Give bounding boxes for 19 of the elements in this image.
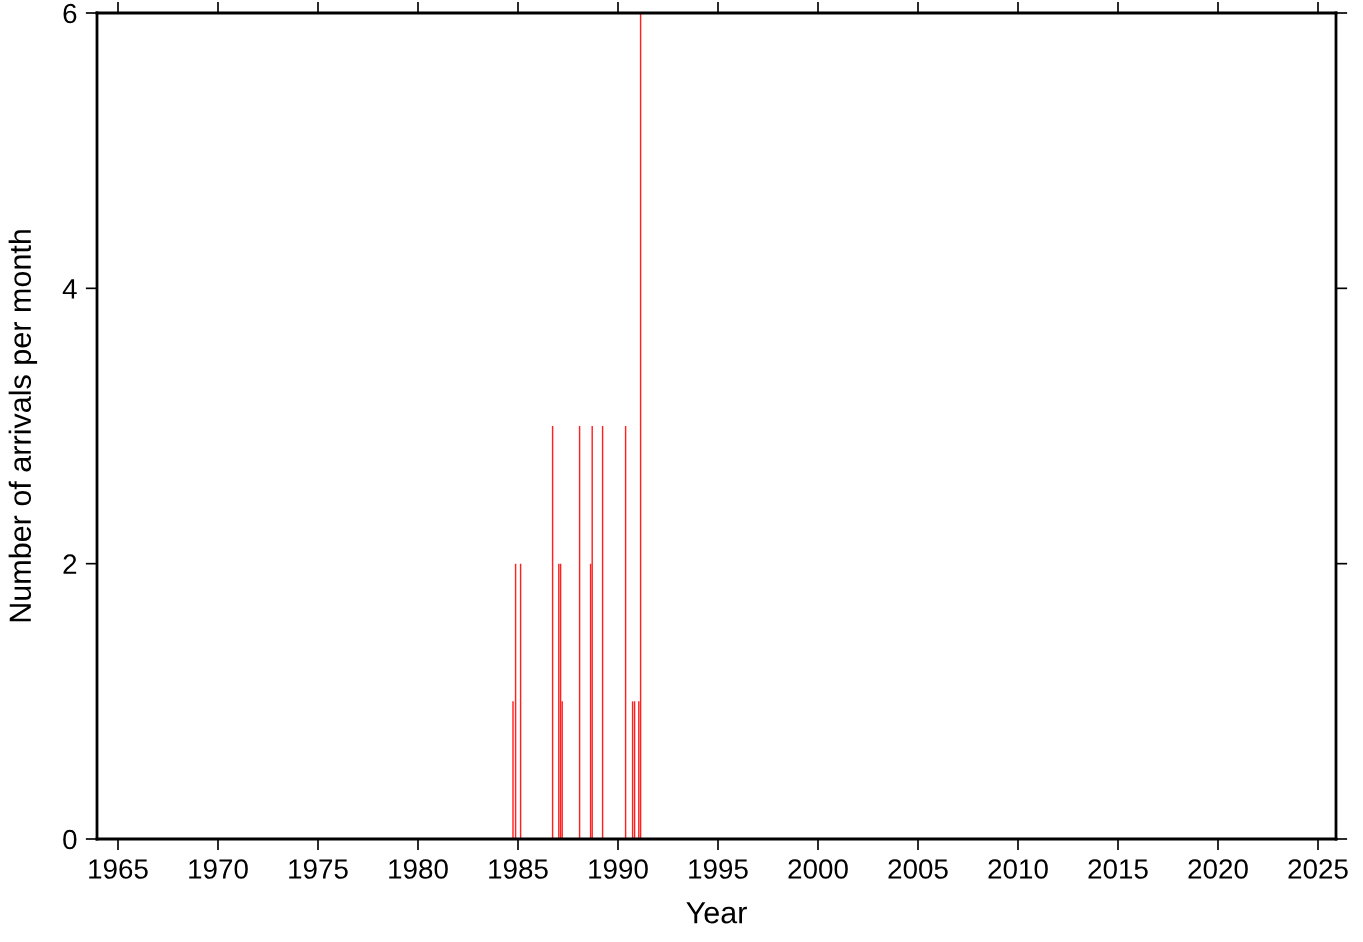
x-tick-label: 1975: [289, 859, 348, 879]
x-tick-label: 1990: [589, 859, 648, 879]
x-tick-label: 2005: [888, 859, 948, 879]
x-tick-label: 2000: [788, 859, 848, 879]
x-tick-label: 1965: [89, 859, 148, 879]
y-tick-label: 2: [63, 554, 77, 574]
x-tick-label: 1985: [489, 859, 548, 879]
x-tick-label: 1980: [389, 859, 448, 879]
y-tick-label: 0: [63, 829, 77, 850]
y-axis-title: Number of arrivals per month: [8, 230, 38, 622]
y-tick-label: 6: [63, 3, 77, 24]
x-axis-title: Year: [686, 902, 747, 924]
x-tick-label: 2010: [988, 859, 1048, 879]
x-tick-label: 2020: [1188, 859, 1248, 879]
x-tick-label: 2015: [1088, 859, 1148, 879]
x-tick-label: 2025: [1288, 859, 1348, 879]
y-tick-label: 4: [62, 279, 77, 299]
x-tick-label: 1970: [189, 859, 248, 879]
x-tick-label: 1995: [689, 859, 748, 879]
